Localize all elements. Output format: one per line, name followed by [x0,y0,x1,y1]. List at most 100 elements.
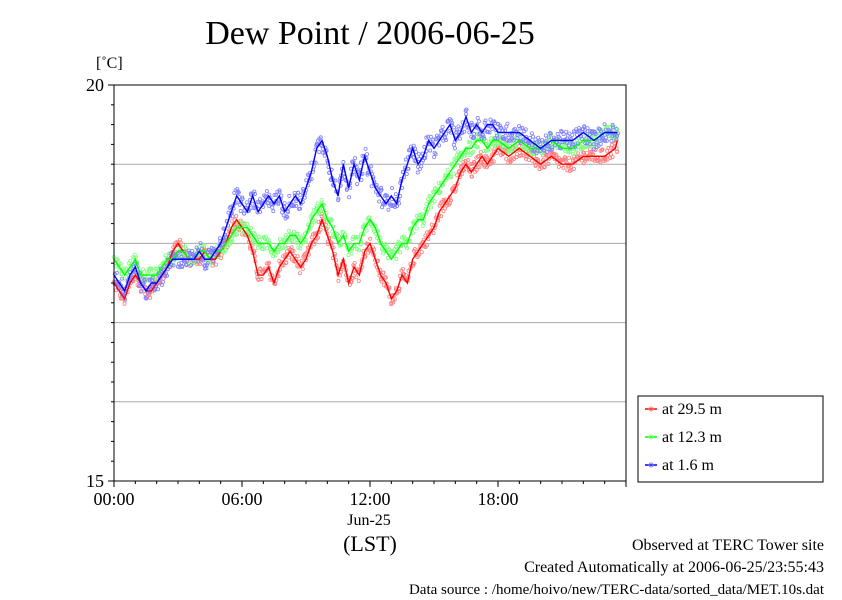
scatter-point [386,207,391,212]
scatter-point [544,150,549,155]
scatter-point [494,133,499,138]
series-line-3 [113,114,618,293]
scatter-point [114,270,119,275]
scatter-point [379,279,384,284]
scatter-point [490,126,495,131]
scatter-point [469,174,474,179]
scatter-point [392,297,397,302]
scatter-point [177,265,182,270]
scatter-point [431,230,436,235]
scatter-point [416,215,421,220]
scatter-point [153,278,158,283]
scatter-point [445,167,450,172]
scatter-point [351,159,356,164]
scatter-point [428,148,433,153]
scatter-point [230,214,235,219]
scatter-point [603,158,608,163]
scatter-point [542,165,547,170]
scatter-point [266,260,271,265]
scatter-point [341,160,346,165]
scatter-point [615,131,620,136]
scatter-point [128,258,133,263]
scatter-point [356,234,361,239]
scatter-point [565,168,570,173]
scatter-point [475,145,480,150]
scatter-point [615,150,620,155]
scatter-point [531,134,536,139]
y-tick-label: 20 [86,75,104,95]
scatter-point [240,195,245,200]
scatter-point [598,127,603,132]
scatter-point [352,261,357,266]
scatter-point [439,214,444,219]
scatter-point [158,275,163,280]
scatter-point [583,140,588,145]
scatter-point [258,266,263,271]
scatter-point [264,261,269,266]
legend-entry: at 1.6 m [645,457,715,474]
scatter-point [350,159,355,164]
scatter-point [420,223,425,228]
scatter-point [142,278,147,283]
scatter-point [519,132,524,137]
scatter-point [444,203,449,208]
scatter-point [523,127,528,132]
scatter-point [136,284,141,289]
scatter-point [438,189,443,194]
scatter-point [478,150,483,155]
scatter-point [428,194,433,199]
scatter-point [576,151,581,156]
scatter-point [164,271,169,276]
scatter-point [451,142,456,147]
scatter-point [546,135,551,140]
scatter-point [584,150,589,155]
scatter-point [412,222,417,227]
scatter-point [295,196,300,201]
scatter-point [257,238,262,243]
scatter-point [474,122,479,127]
scatter-point [356,168,361,173]
scatter-point [122,301,127,306]
scatter-point [515,133,520,138]
scatter-point [379,187,384,192]
scatter-point [582,124,587,129]
scatter-point [292,204,297,209]
gridlines [114,163,626,403]
scatter-point [248,225,253,230]
scatter-point [291,249,296,254]
scatter-point [611,125,616,130]
scatter-point [119,283,124,288]
scatter-point [561,165,566,170]
scatter-point [602,122,607,127]
scatter-point [488,157,493,162]
scatter-point [389,186,394,191]
scatter-point [429,205,434,210]
scatter-point [397,201,402,206]
scatter-point [542,164,547,169]
scatter-point [338,242,343,247]
scatter-point [358,242,363,247]
scatter-point [449,118,454,123]
scatter-point [604,138,609,143]
scatter-point [143,295,148,300]
scatter-point [398,250,403,255]
scatter-point [424,243,429,248]
scatter-point [296,245,301,250]
scatter-point [514,143,519,148]
scatter-point [357,248,362,253]
scatter-point [550,145,555,150]
scatter-point [309,223,314,228]
scatter-point [405,245,410,250]
scatter-point [581,144,586,149]
scatter-point [277,188,282,193]
scatter-point [593,130,598,135]
scatter-point [503,133,508,138]
scatter-point [606,145,611,150]
scatter-point [476,119,481,124]
scatter-point [237,202,242,207]
scatter-point [457,136,462,141]
scatter-point [433,152,438,157]
scatter-point [198,241,203,246]
scatter-point [471,149,476,154]
scatter-point [276,274,281,279]
